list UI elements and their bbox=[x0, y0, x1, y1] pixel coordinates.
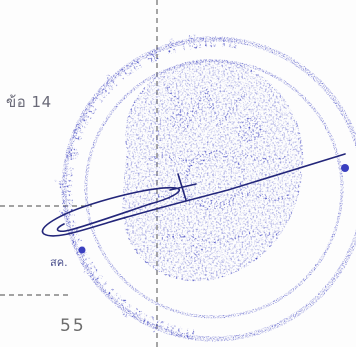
period-label: สค. bbox=[50, 256, 68, 269]
page-number: 55 bbox=[60, 316, 86, 336]
signature-mark bbox=[41, 153, 346, 237]
clause-label: ข้อ 14 bbox=[6, 93, 52, 111]
seal-star-marks bbox=[78, 164, 349, 254]
seal-inner-emblem bbox=[122, 59, 304, 282]
